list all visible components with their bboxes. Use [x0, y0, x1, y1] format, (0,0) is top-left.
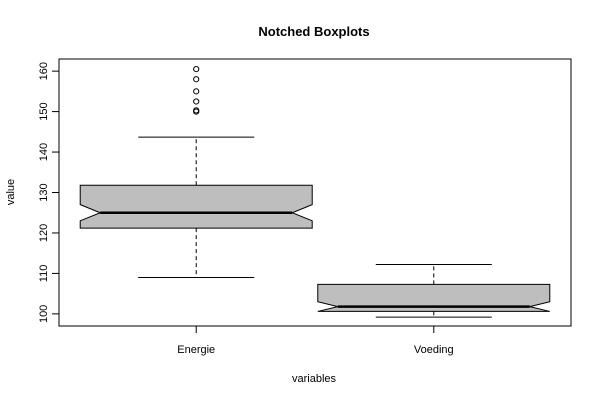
x-tick-label: Voeding	[414, 344, 454, 356]
y-axis: 100 110 120 130 140 150 160	[38, 62, 60, 323]
notched-box	[79, 184, 313, 229]
y-tick-label: 160	[38, 62, 50, 80]
y-tick-label: 120	[38, 224, 50, 242]
outlier-point	[193, 88, 200, 95]
box-energie	[79, 66, 313, 278]
y-tick-label: 150	[38, 102, 50, 120]
y-axis-label: value	[5, 179, 17, 205]
outlier-point	[193, 66, 200, 73]
box-voeding	[317, 264, 551, 318]
chart-title: Notched Boxplots	[258, 24, 369, 39]
x-tick-label: Energie	[177, 344, 215, 356]
outlier-point	[193, 107, 200, 114]
outlier-point	[193, 98, 200, 105]
outlier-point	[193, 76, 200, 83]
y-tick-label: 140	[38, 143, 50, 161]
x-axis: Energie Voeding	[177, 325, 454, 356]
x-axis-label: variables	[292, 373, 337, 385]
boxes-layer	[79, 66, 551, 318]
y-tick-label: 100	[38, 305, 50, 323]
y-tick-label: 110	[38, 265, 50, 283]
y-tick-label: 130	[38, 183, 50, 201]
notched-box	[317, 283, 551, 312]
